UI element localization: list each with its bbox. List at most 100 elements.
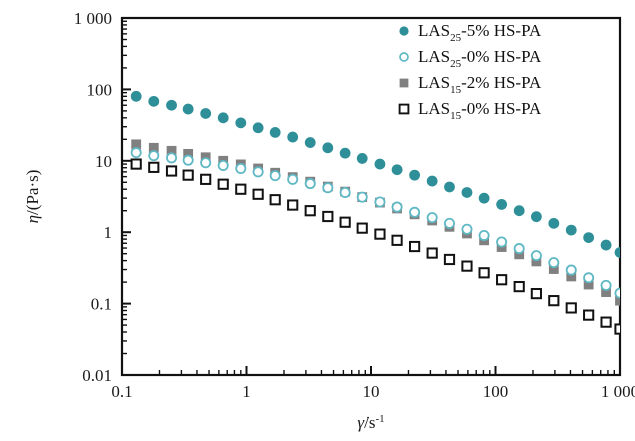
data-point	[583, 309, 595, 321]
data-point	[182, 169, 194, 181]
data-point	[217, 178, 229, 190]
legend-item[interactable]: LAS25-5% HS-PA	[399, 21, 542, 44]
data-point	[548, 295, 560, 307]
data-point	[356, 222, 368, 234]
legend-item[interactable]: LAS15-0% HS-PA	[398, 99, 542, 122]
data-point	[444, 181, 455, 193]
plot-frame	[120, 16, 622, 377]
data-point	[548, 264, 559, 274]
data-point	[496, 236, 508, 248]
data-point	[614, 287, 620, 299]
series-open-square	[130, 158, 620, 335]
data-point	[391, 201, 403, 213]
data-point	[252, 122, 264, 134]
legend-label: LAS15-2% HS-PA	[418, 73, 542, 96]
data-point	[409, 169, 421, 181]
data-point	[166, 152, 178, 164]
legend-label: LAS25-5% HS-PA	[418, 21, 542, 44]
data-point	[217, 112, 229, 124]
data-point	[339, 216, 351, 228]
data-point	[530, 288, 542, 300]
y-tick-label: 0.1	[91, 295, 112, 314]
legend-marker-open-circle	[399, 52, 409, 62]
data-point	[235, 117, 247, 129]
x-tick-label: 1 000	[601, 382, 635, 401]
data-point	[130, 90, 142, 102]
data-point	[478, 267, 490, 279]
data-point	[252, 188, 264, 200]
data-point	[148, 95, 160, 107]
y-tick-label: 0.01	[82, 366, 112, 385]
data-point	[530, 250, 542, 262]
data-point	[531, 256, 542, 267]
data-point	[409, 240, 421, 253]
data-point	[409, 206, 421, 218]
data-point	[287, 131, 299, 143]
legend: LAS25-5% HS-PA LAS25-0% HS-PA LAS15-2% HS-…	[398, 21, 542, 122]
y-tick-label: 10	[95, 152, 112, 171]
series-filled-circle	[130, 90, 620, 258]
data-point	[461, 187, 473, 198]
data-point	[496, 274, 508, 286]
data-point	[426, 247, 438, 259]
data-point	[182, 154, 194, 166]
data-point	[600, 279, 612, 291]
series-open-circle	[130, 147, 620, 299]
x-tick-label: 1	[242, 382, 251, 401]
data-point	[339, 186, 351, 198]
data-point	[304, 178, 316, 190]
data-point	[583, 279, 594, 290]
data-point	[217, 159, 229, 171]
data-point	[391, 164, 403, 176]
data-point	[614, 323, 620, 335]
data-point	[600, 239, 612, 251]
data-point	[200, 108, 212, 119]
data-point	[391, 234, 403, 246]
data-point	[565, 264, 577, 276]
data-point	[200, 173, 212, 185]
data-point	[513, 243, 525, 255]
data-point	[287, 173, 299, 185]
data-point	[565, 224, 577, 236]
legend-item[interactable]: LAS15-2% HS-PA	[399, 73, 542, 96]
legend-marker-filled-square	[399, 78, 409, 88]
data-point	[426, 175, 438, 187]
data-point	[322, 142, 334, 154]
data-point	[614, 247, 620, 258]
legend-item[interactable]: LAS25-0% HS-PA	[399, 47, 542, 70]
data-point	[356, 153, 368, 164]
data-point	[166, 99, 177, 111]
data-point	[478, 192, 490, 204]
data-point	[182, 103, 194, 115]
data-point	[339, 147, 351, 159]
data-point	[200, 157, 212, 169]
data-point	[600, 316, 612, 328]
legend-label: LAS25-0% HS-PA	[418, 47, 542, 70]
data-point	[269, 194, 281, 206]
data-point	[514, 249, 525, 260]
data-point	[548, 217, 560, 229]
data-point	[165, 165, 178, 177]
data-point	[530, 211, 542, 223]
data-point	[166, 145, 177, 156]
legend-marker-filled-circle	[399, 26, 409, 36]
data-point	[252, 166, 264, 178]
data-point	[513, 205, 525, 217]
data-point	[148, 142, 159, 153]
x-tick-label: 0.1	[111, 382, 132, 401]
data-point	[583, 232, 595, 244]
data-point	[356, 191, 368, 203]
legend-marker-open-square	[398, 103, 410, 115]
data-point	[235, 183, 247, 195]
data-point	[548, 257, 560, 269]
data-point	[304, 137, 316, 148]
data-point	[322, 182, 334, 194]
y-tick-label: 100	[87, 80, 113, 99]
data-point	[478, 229, 490, 241]
data-point	[513, 281, 525, 293]
data-point	[565, 302, 577, 314]
data-point	[130, 147, 142, 159]
data-point	[615, 295, 620, 306]
